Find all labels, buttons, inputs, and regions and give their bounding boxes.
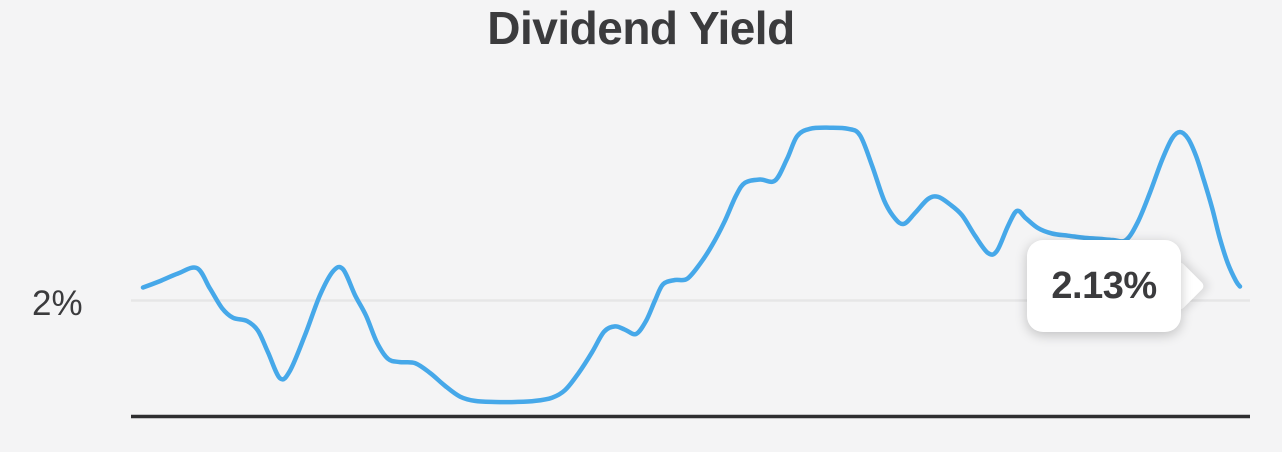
y-axis-gridline-label: 2% xyxy=(32,284,83,323)
tooltip-value: 2.13% xyxy=(1051,264,1157,307)
dividend-yield-line xyxy=(140,125,1243,405)
value-tooltip: 2.13% xyxy=(1027,240,1206,332)
chart-title: Dividend Yield xyxy=(487,2,795,54)
tooltip-body: 2.13% xyxy=(1027,240,1181,332)
